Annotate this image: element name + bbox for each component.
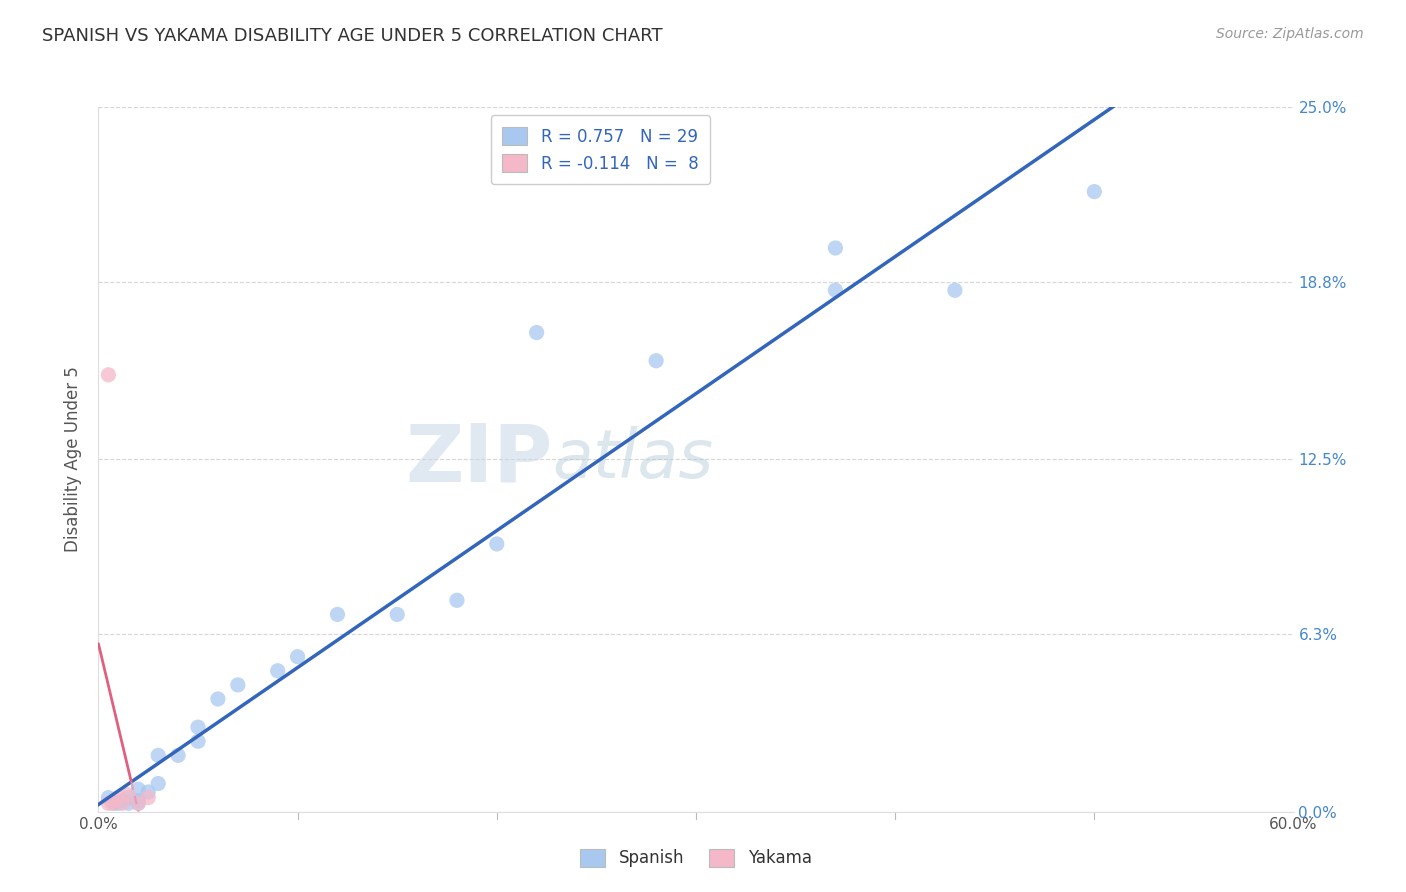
Point bbox=[167, 748, 190, 763]
Point bbox=[111, 797, 134, 811]
Point bbox=[287, 649, 309, 664]
Point bbox=[1083, 185, 1105, 199]
Point bbox=[645, 353, 668, 368]
Point bbox=[117, 788, 139, 802]
Legend: Spanish, Yakama: Spanish, Yakama bbox=[574, 842, 818, 874]
Text: Source: ZipAtlas.com: Source: ZipAtlas.com bbox=[1216, 27, 1364, 41]
Point bbox=[101, 797, 124, 811]
Y-axis label: Disability Age Under 5: Disability Age Under 5 bbox=[65, 367, 83, 552]
Point bbox=[127, 797, 149, 811]
Text: atlas: atlas bbox=[553, 426, 714, 492]
Point bbox=[136, 785, 159, 799]
Point bbox=[187, 734, 209, 748]
Point bbox=[824, 241, 846, 255]
Point bbox=[943, 283, 966, 297]
Point bbox=[111, 793, 134, 807]
Point bbox=[187, 720, 209, 734]
Point bbox=[446, 593, 468, 607]
Point bbox=[117, 797, 139, 811]
Point bbox=[103, 797, 125, 811]
Point bbox=[207, 692, 229, 706]
Point bbox=[485, 537, 508, 551]
Point bbox=[267, 664, 290, 678]
Point bbox=[107, 790, 129, 805]
Text: SPANISH VS YAKAMA DISABILITY AGE UNDER 5 CORRELATION CHART: SPANISH VS YAKAMA DISABILITY AGE UNDER 5… bbox=[42, 27, 662, 45]
Point bbox=[97, 797, 120, 811]
Text: ZIP: ZIP bbox=[405, 420, 553, 499]
Point bbox=[526, 326, 548, 340]
Point bbox=[97, 790, 120, 805]
Point bbox=[127, 782, 149, 797]
Point bbox=[148, 776, 170, 790]
Point bbox=[326, 607, 349, 622]
Point bbox=[97, 368, 120, 382]
Point bbox=[824, 283, 846, 297]
Point bbox=[385, 607, 409, 622]
Point bbox=[117, 790, 139, 805]
Point bbox=[127, 793, 149, 807]
Point bbox=[136, 790, 159, 805]
Point bbox=[127, 797, 149, 811]
Point bbox=[107, 797, 129, 811]
Point bbox=[226, 678, 249, 692]
Point bbox=[148, 748, 170, 763]
